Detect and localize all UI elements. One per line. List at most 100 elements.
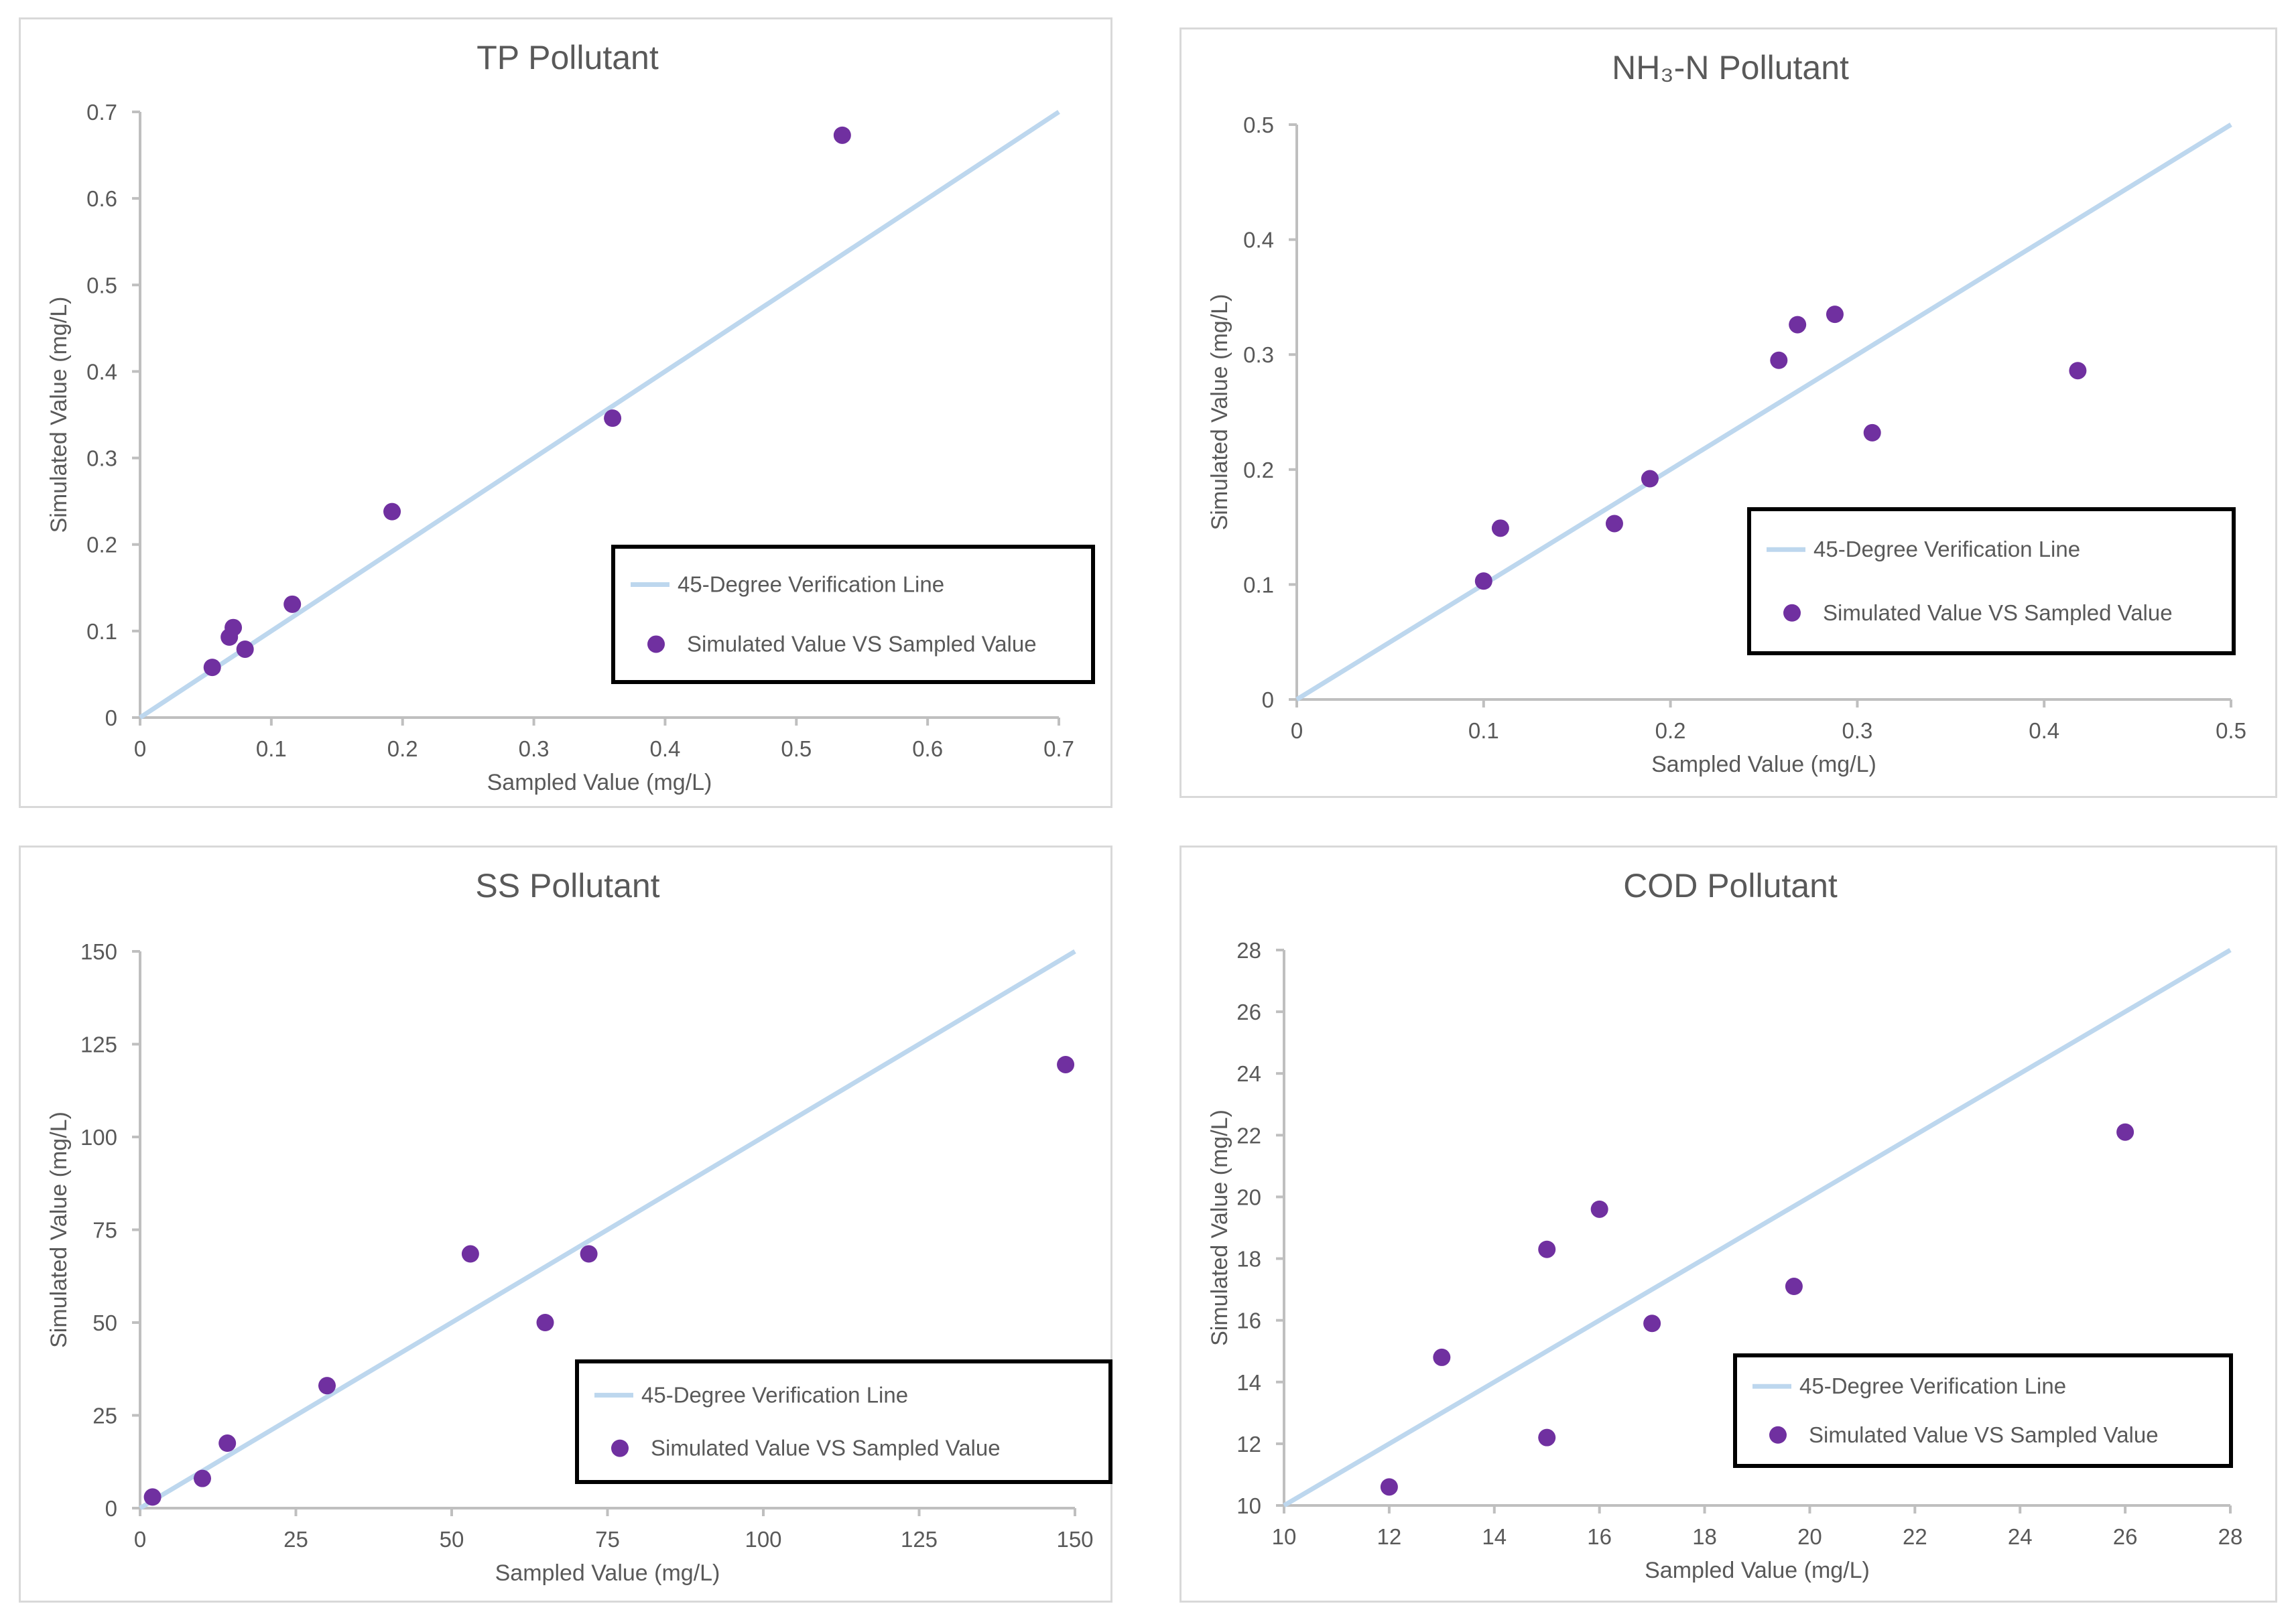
chart-title: NH₃-N Pollutant [1612, 49, 1849, 86]
y-tick-label: 0.2 [86, 533, 117, 557]
chart-svg-tp: TP Pollutant 0 0.1 0.2 0.3 0.4 0.5 0.6 0.7 0 0.1 0.… [46, 39, 1095, 795]
data-point [1770, 351, 1788, 369]
x-tick-label: 0 [134, 736, 146, 761]
x-tick-label: 26 [2113, 1524, 2138, 1549]
x-tick-label: 25 [283, 1527, 308, 1552]
x-axis-label: Sampled Value (mg/L) [1645, 1558, 1870, 1583]
y-tick-label: 0.5 [1243, 113, 1274, 137]
data-point [1789, 316, 1807, 334]
y-tick-label: 18 [1236, 1247, 1261, 1272]
y-tick-label: 16 [1236, 1308, 1261, 1333]
y-axis-label: Simulated Value (mg/L) [1207, 294, 1232, 531]
data-point [1057, 1055, 1075, 1073]
data-point [236, 640, 254, 658]
chart-panel-ss: SS Pollutant 0 25 50 75 100 125 150 0 25 50 75 100 12… [19, 846, 1112, 1603]
verification-line [1295, 123, 2232, 701]
data-point [225, 618, 243, 636]
x-tick-label: 0.6 [912, 736, 943, 761]
x-tick-label: 0.4 [2029, 718, 2059, 743]
x-tick-label: 16 [1587, 1524, 1612, 1549]
chart-panel-tp: TP Pollutant 0 0.1 0.2 0.3 0.4 0.5 0.6 0.7 0 0.1 0.… [19, 17, 1112, 808]
x-tick-label: 0.5 [781, 736, 812, 761]
data-point [1380, 1478, 1398, 1496]
data-point [1474, 572, 1492, 590]
y-tick-label: 26 [1236, 1000, 1261, 1024]
y-tick-label: 0.2 [1243, 458, 1274, 482]
y-tick-label: 14 [1236, 1370, 1261, 1395]
data-point [1538, 1428, 1556, 1447]
y-tick-label: 0.5 [86, 273, 117, 297]
x-tick-label: 20 [1797, 1524, 1822, 1549]
data-point [1643, 1315, 1661, 1333]
y-tick-label: 20 [1236, 1185, 1261, 1209]
data-point [203, 659, 221, 677]
x-tick-label: 10 [1272, 1524, 1297, 1549]
y-tick-label: 0 [1262, 687, 1274, 712]
legend-label-line: 45-Degree Verification Line [641, 1382, 908, 1407]
y-tick-label: 150 [80, 939, 117, 964]
legend-box [1747, 507, 2236, 655]
legend-label-points: Simulated Value VS Sampled Value [1809, 1422, 2159, 1447]
y-tick-label: 100 [80, 1125, 117, 1150]
data-point [283, 595, 302, 613]
x-tick-label: 12 [1377, 1524, 1402, 1549]
y-tick-label: 50 [92, 1310, 117, 1335]
x-tick-label: 0.1 [256, 736, 287, 761]
verification-line [139, 110, 1060, 720]
y-tick-label: 0.1 [86, 619, 117, 644]
x-tick-label: 0.5 [2216, 718, 2246, 743]
data-point [1641, 470, 1659, 488]
chart-panel-cod: COD Pollutant 10 12 14 16 18 20 22 24 26 28 10 12 14 1… [1179, 846, 2277, 1603]
y-tick-label: 0 [105, 705, 117, 730]
x-tick-label: 0.7 [1043, 736, 1074, 761]
data-point [580, 1245, 598, 1263]
data-point [1785, 1278, 1803, 1296]
x-tick-label: 0.3 [519, 736, 550, 761]
data-point [383, 502, 401, 521]
verification-line [1283, 947, 2232, 1508]
x-tick-label: 24 [2008, 1524, 2033, 1549]
x-tick-label: 0.2 [387, 736, 418, 761]
x-tick-label: 100 [745, 1527, 781, 1552]
chart-svg-cod: COD Pollutant 10 12 14 16 18 20 22 24 26 28 10 12 14 1… [1207, 867, 2242, 1583]
x-tick-label: 22 [1903, 1524, 1927, 1549]
y-tick-label: 0.4 [86, 359, 117, 384]
data-point [461, 1245, 479, 1263]
y-tick-label: 0 [105, 1496, 117, 1521]
data-point [1433, 1348, 1451, 1366]
y-tick-label: 22 [1236, 1123, 1261, 1148]
y-tick-label: 28 [1236, 938, 1261, 963]
y-tick-label: 0.3 [86, 446, 117, 471]
y-axis-label: Simulated Value (mg/L) [1207, 1109, 1232, 1346]
data-point [143, 1488, 162, 1506]
x-tick-label: 0.1 [1468, 718, 1499, 743]
verification-line [139, 949, 1076, 1511]
y-tick-label: 24 [1236, 1061, 1261, 1086]
data-point [1826, 306, 1844, 324]
data-point [218, 1434, 237, 1453]
y-tick-label: 10 [1236, 1493, 1261, 1518]
legend-marker-swatch [1783, 604, 1801, 622]
legend-marker-swatch [1769, 1426, 1787, 1444]
legend-marker-swatch [611, 1439, 629, 1457]
x-axis-label: Sampled Value (mg/L) [495, 1560, 720, 1586]
data-point [2069, 362, 2087, 380]
y-tick-label: 25 [92, 1404, 117, 1428]
legend-label-points: Simulated Value VS Sampled Value [687, 631, 1037, 656]
chart-panel-nh3n: NH₃-N Pollutant 0 0.1 0.2 0.3 0.4 0.5 0 0.1 0.2 0.… [1179, 27, 2277, 798]
y-tick-label: 75 [92, 1218, 117, 1243]
chart-title: SS Pollutant [475, 867, 659, 904]
x-tick-label: 75 [595, 1527, 620, 1552]
data-point [2116, 1123, 2134, 1141]
x-tick-label: 50 [440, 1527, 464, 1552]
x-tick-label: 0 [1291, 718, 1303, 743]
data-point [1491, 519, 1509, 537]
legend-label-line: 45-Degree Verification Line [1813, 537, 2080, 561]
legend-box [1733, 1353, 2233, 1468]
chart-svg-nh3n: NH₃-N Pollutant 0 0.1 0.2 0.3 0.4 0.5 0 0.1 0.2 0.… [1207, 49, 2246, 777]
y-axis-label: Simulated Value (mg/L) [46, 297, 72, 533]
y-tick-label: 0.7 [86, 100, 117, 125]
data-point [604, 409, 622, 427]
y-tick-label: 0.3 [1243, 342, 1274, 367]
data-point [536, 1314, 554, 1331]
